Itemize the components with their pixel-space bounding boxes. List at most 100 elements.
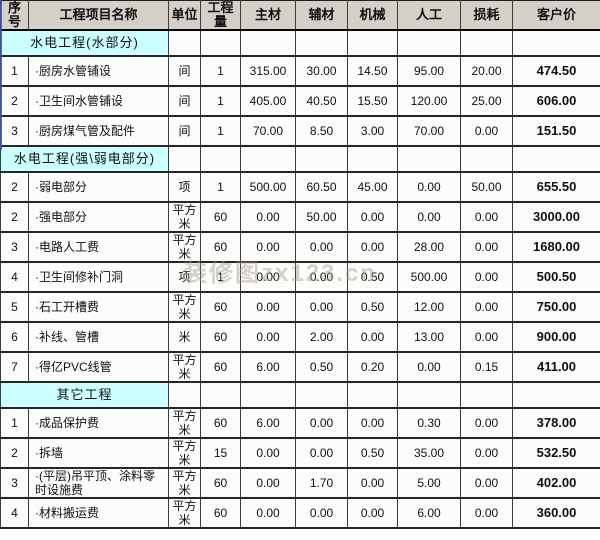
empty-cell[interactable]	[295, 30, 348, 57]
empty-cell[interactable]	[460, 382, 513, 409]
cell-unit[interactable]: 平方米	[168, 498, 201, 529]
cell-loss[interactable]: 20.00	[460, 56, 513, 87]
cell-aux_material[interactable]: 0.00	[295, 438, 348, 469]
cell-no[interactable]: 3	[0, 468, 29, 499]
col-header-unit[interactable]: 单位	[168, 0, 201, 31]
cell-aux_material[interactable]: 40.50	[295, 86, 348, 117]
cell-name[interactable]: ·(平层)吊平顶、涂料零时设施费	[28, 468, 169, 499]
cell-qty[interactable]: 1	[200, 172, 241, 203]
cell-aux_material[interactable]: 30.00	[295, 56, 348, 87]
cell-qty[interactable]: 15	[200, 438, 241, 469]
cell-machinery[interactable]: 14.50	[347, 56, 398, 87]
cell-aux_material[interactable]: 0.00	[295, 408, 348, 439]
cell-name[interactable]: ·厨房煤气管及配件	[28, 116, 169, 147]
cell-labor[interactable]: 500.00	[397, 262, 461, 293]
cell-unit[interactable]: 平方米	[168, 292, 201, 323]
cell-name[interactable]: ·补线、管槽	[28, 322, 169, 353]
cell-qty[interactable]: 1	[200, 116, 241, 147]
cell-aux_material[interactable]: 0.00	[295, 498, 348, 529]
cell-main_material[interactable]: 0.00	[240, 498, 296, 529]
cell-no[interactable]: 2	[0, 86, 29, 117]
cell-main_material[interactable]: 70.00	[240, 116, 296, 147]
cell-loss[interactable]: 0.00	[460, 202, 513, 233]
cell-aux_material[interactable]: 60.50	[295, 172, 348, 203]
cell-no[interactable]: 3	[0, 116, 29, 147]
cell-no[interactable]: 6	[0, 322, 29, 353]
cell-unit[interactable]: 平方米	[168, 408, 201, 439]
empty-cell[interactable]	[397, 382, 461, 409]
col-header-main_material[interactable]: 主材	[240, 0, 296, 31]
cell-customer_price[interactable]: 402.00	[512, 468, 600, 499]
cell-machinery[interactable]: 0.00	[347, 202, 398, 233]
cell-machinery[interactable]: 0.00	[347, 408, 398, 439]
cell-machinery[interactable]: 0.50	[347, 262, 398, 293]
cell-labor[interactable]: 0.00	[397, 352, 461, 383]
cell-qty[interactable]: 60	[200, 352, 241, 383]
cell-customer_price[interactable]: 151.50	[512, 116, 600, 147]
empty-cell[interactable]	[347, 382, 398, 409]
cell-machinery[interactable]: 3.00	[347, 116, 398, 147]
cell-loss[interactable]: 0.00	[460, 232, 513, 263]
cell-name[interactable]: ·卫生间修补门洞	[28, 262, 169, 293]
col-header-no[interactable]: 序号	[0, 0, 29, 31]
col-header-name[interactable]: 工程项目名称	[28, 0, 169, 31]
cell-customer_price[interactable]: 1680.00	[512, 232, 600, 263]
cell-name[interactable]: ·拆墙	[28, 438, 169, 469]
cell-labor[interactable]: 0.00	[397, 202, 461, 233]
empty-cell[interactable]	[200, 382, 241, 409]
cell-unit[interactable]: 米	[168, 322, 201, 353]
cell-main_material[interactable]: 0.00	[240, 232, 296, 263]
cell-qty[interactable]: 1	[200, 262, 241, 293]
cell-unit[interactable]: 平方米	[168, 232, 201, 263]
cell-machinery[interactable]: 0.50	[347, 292, 398, 323]
cell-no[interactable]: 3	[0, 232, 29, 263]
empty-cell[interactable]	[295, 146, 348, 173]
cell-main_material[interactable]: 0.00	[240, 438, 296, 469]
empty-cell[interactable]	[200, 146, 241, 173]
cell-labor[interactable]: 13.00	[397, 322, 461, 353]
cell-aux_material[interactable]: 8.50	[295, 116, 348, 147]
cell-no[interactable]: 4	[0, 498, 29, 529]
cell-name[interactable]: ·卫生间水管铺设	[28, 86, 169, 117]
cell-name[interactable]: ·得亿PVC线管	[28, 352, 169, 383]
empty-cell[interactable]	[460, 146, 513, 173]
cell-unit[interactable]: 平方米	[168, 438, 201, 469]
empty-cell[interactable]	[512, 146, 600, 173]
cell-aux_material[interactable]: 0.00	[295, 292, 348, 323]
cell-unit[interactable]: 间	[168, 116, 201, 147]
cell-main_material[interactable]: 315.00	[240, 56, 296, 87]
col-header-aux_material[interactable]: 辅材	[295, 0, 348, 31]
cell-machinery[interactable]: 0.00	[347, 232, 398, 263]
cell-aux_material[interactable]: 0.50	[295, 352, 348, 383]
cell-qty[interactable]: 1	[200, 56, 241, 87]
col-header-machinery[interactable]: 机械	[347, 0, 398, 31]
cell-no[interactable]: 2	[0, 202, 29, 233]
cell-customer_price[interactable]: 378.00	[512, 408, 600, 439]
cell-machinery[interactable]: 0.00	[347, 468, 398, 499]
empty-cell[interactable]	[397, 30, 461, 57]
cell-main_material[interactable]: 6.00	[240, 408, 296, 439]
cell-qty[interactable]: 1	[200, 86, 241, 117]
cell-customer_price[interactable]: 900.00	[512, 322, 600, 353]
empty-cell[interactable]	[347, 30, 398, 57]
cell-machinery[interactable]: 45.00	[347, 172, 398, 203]
cell-main_material[interactable]: 0.00	[240, 468, 296, 499]
cell-no[interactable]: 4	[0, 262, 29, 293]
cell-unit[interactable]: 平方米	[168, 468, 201, 499]
cell-machinery[interactable]: 15.50	[347, 86, 398, 117]
cell-customer_price[interactable]: 411.00	[512, 352, 600, 383]
cell-aux_material[interactable]: 2.00	[295, 322, 348, 353]
cell-unit[interactable]: 项	[168, 172, 201, 203]
cell-unit[interactable]: 项	[168, 262, 201, 293]
cell-loss[interactable]: 0.00	[460, 468, 513, 499]
cell-aux_material[interactable]: 0.00	[295, 262, 348, 293]
cell-no[interactable]: 1	[0, 56, 29, 87]
cell-loss[interactable]: 0.00	[460, 262, 513, 293]
cell-machinery[interactable]: 0.00	[347, 322, 398, 353]
cell-unit[interactable]: 间	[168, 56, 201, 87]
cell-aux_material[interactable]: 0.00	[295, 232, 348, 263]
cell-loss[interactable]: 0.00	[460, 116, 513, 147]
cell-main_material[interactable]: 6.00	[240, 352, 296, 383]
cell-no[interactable]: 5	[0, 292, 29, 323]
col-header-customer_price[interactable]: 客户价	[512, 0, 600, 31]
